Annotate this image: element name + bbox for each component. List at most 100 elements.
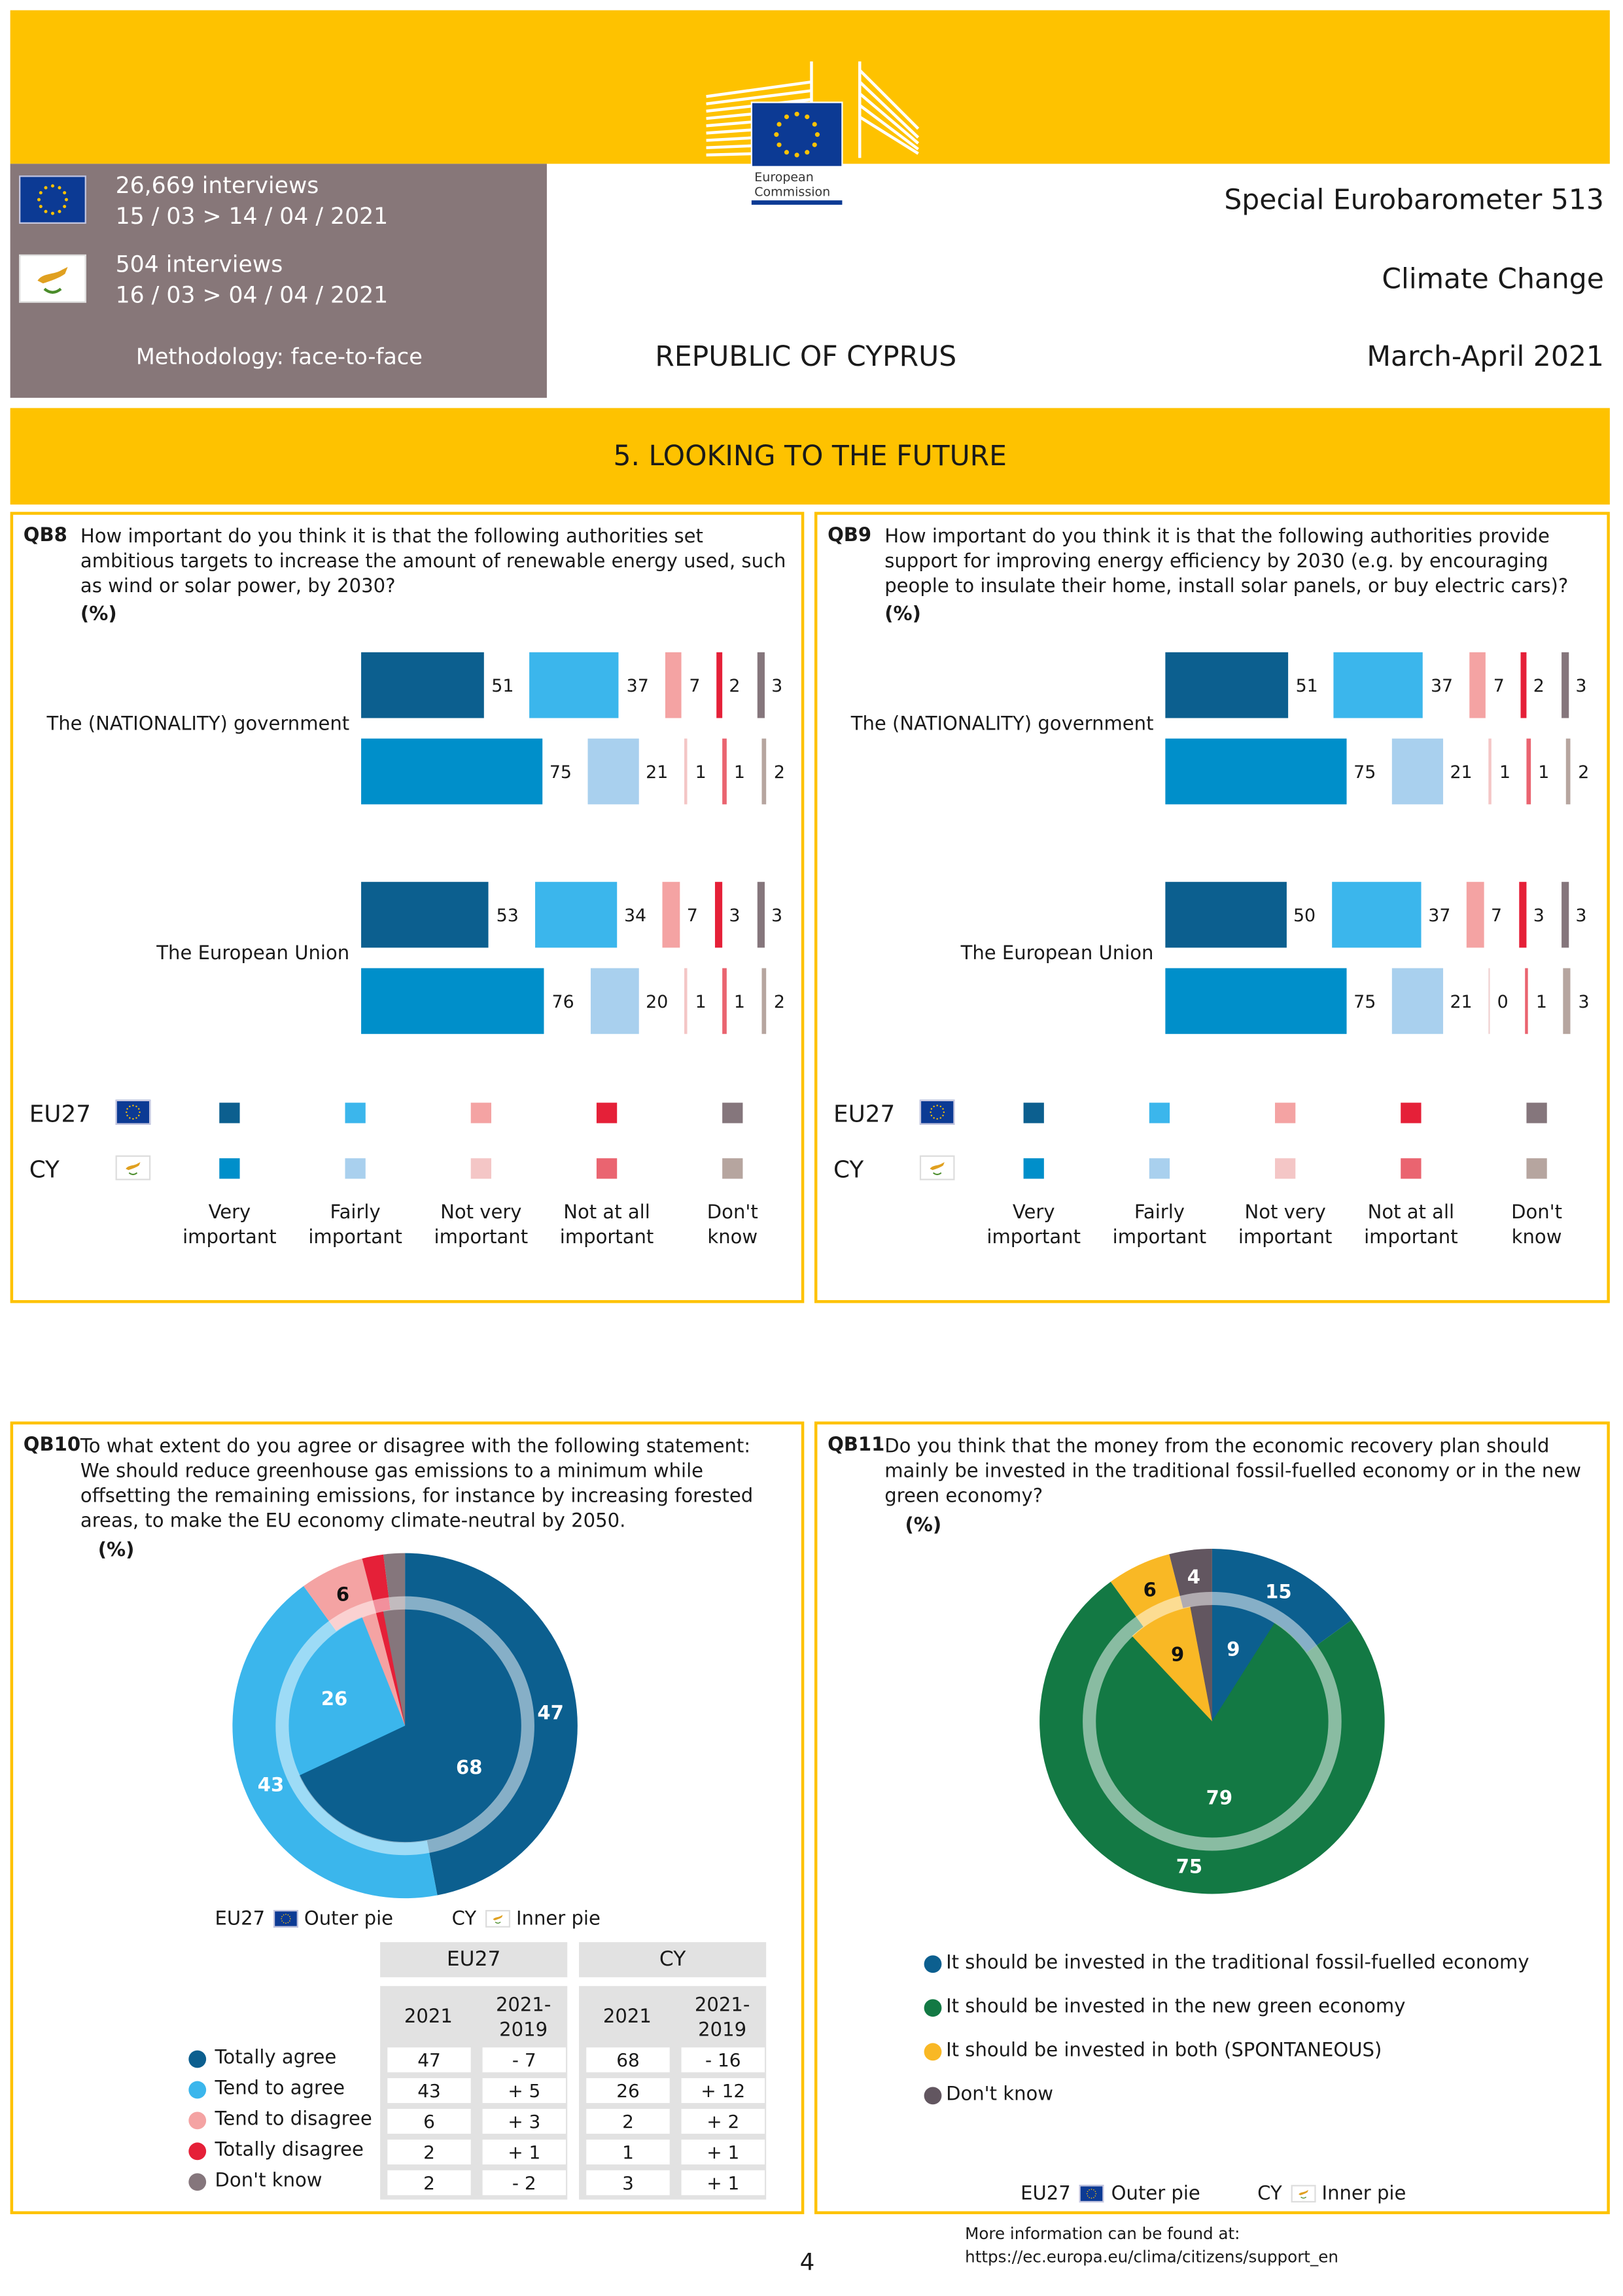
bar-very-important: [361, 738, 542, 805]
legend-item: Tend to agree: [188, 2078, 345, 2100]
legend-text-line: important: [434, 1227, 529, 1249]
cyprus-map-icon: [126, 1162, 141, 1171]
bar-fairly-important: [1391, 968, 1443, 1034]
legend-label: It should be invested in the new green e…: [946, 1996, 1406, 2019]
bar-value: 2: [773, 761, 786, 782]
inner-pie-slice: [299, 1608, 522, 1843]
bar-row-eu27: 50 37 7 3 3: [1165, 881, 1594, 948]
question-id: QB9: [828, 525, 872, 547]
legend-swatch: [1401, 1103, 1422, 1123]
legend-text-line: important: [1112, 1227, 1207, 1249]
legend-category-label: Not very important: [1227, 1201, 1344, 1250]
olive-branch-icon: [128, 1172, 138, 1175]
star-icon: [39, 191, 43, 195]
table-cell: 2: [387, 2170, 471, 2195]
bar-value: 51: [1295, 675, 1318, 696]
legend-item: It should be invested in the new green e…: [924, 1996, 1406, 2019]
country-title: REPUBLIC OF CYPRUS: [655, 340, 957, 373]
bar-value: 3: [1575, 904, 1587, 925]
group-label: The (NATIONALITY) government: [46, 713, 350, 736]
table-cell: + 3: [482, 2109, 566, 2134]
bar-don-t-know: [1565, 738, 1571, 805]
star-icon: [774, 132, 779, 137]
bar-not-very-important: [665, 652, 682, 718]
bar-very-important: [361, 881, 489, 948]
bar-value: 3: [771, 904, 783, 925]
bar-value: 37: [1430, 675, 1454, 696]
inner-pie-slice: [1190, 1604, 1212, 1722]
pie-legend-eu: EU27: [1021, 2183, 1071, 2206]
table-subheader: 2021- 2019: [495, 1994, 551, 2042]
bar-value: 1: [1499, 761, 1511, 782]
star-icon: [942, 1114, 944, 1117]
bar-row-cy: 75 21 1 1 2: [1165, 738, 1597, 805]
inner-pie-label: 26: [321, 1687, 347, 1710]
survey-title: Special Eurobarometer 513: [1224, 184, 1604, 217]
table-cell: + 12: [681, 2078, 765, 2104]
bar-value: 1: [733, 991, 745, 1012]
cy-interviews: 504 interviews: [115, 251, 283, 278]
star-icon: [933, 1117, 935, 1119]
eu-flag-icon: [115, 1099, 151, 1125]
legend-text-line: important: [183, 1227, 277, 1249]
star-icon: [289, 1920, 290, 1922]
bar-very-important: [1165, 881, 1286, 948]
star-icon: [139, 1111, 141, 1114]
question-text: To what extent do you agree or disagree …: [80, 1436, 754, 1533]
bar-value: 2: [1578, 761, 1590, 782]
star-icon: [936, 1118, 938, 1120]
legend-text-line: Very: [208, 1202, 251, 1224]
eu-flag-icon: [273, 1910, 298, 1928]
legend-text-line: Don't: [1511, 1202, 1563, 1224]
star-icon: [1089, 2197, 1090, 2199]
cy-flag-icon: [19, 254, 86, 303]
legend-label: Tend to disagree: [215, 2109, 372, 2131]
bar-not-at-all-important: [1525, 968, 1529, 1034]
legend-category-label: Fairly important: [297, 1201, 414, 1250]
legend-swatch: [345, 1158, 366, 1179]
legend-series-label: CY: [833, 1155, 864, 1184]
bar-very-important: [1165, 738, 1346, 805]
inner-pie-label: 9: [1227, 1638, 1240, 1660]
pie-legend-eu-desc: Outer pie: [304, 1908, 394, 1931]
legend-label: It should be invested in both (SPONTANEO…: [946, 2040, 1382, 2062]
star-icon: [1094, 2191, 1096, 2193]
bar-not-at-all-important: [714, 881, 722, 948]
table-cell: - 16: [681, 2047, 765, 2073]
star-icon: [132, 1104, 134, 1106]
legend-category-label: Not at all important: [1352, 1201, 1469, 1250]
cy-flag-icon: [1291, 2185, 1316, 2203]
legend-swatch: [1401, 1158, 1422, 1179]
legend-text-line: Fairly: [1134, 1202, 1185, 1224]
pie-legend-cy: CY: [1257, 2183, 1282, 2206]
star-icon: [812, 142, 817, 147]
star-icon: [1086, 2193, 1088, 2195]
star-icon: [135, 1105, 137, 1108]
period: March-April 2021: [1367, 340, 1604, 373]
star-icon: [37, 198, 41, 202]
unit-label: (%): [884, 604, 921, 626]
bar-fairly-important: [534, 881, 617, 948]
star-icon: [777, 142, 782, 147]
bar-value: 75: [1353, 991, 1376, 1012]
more-info-link[interactable]: https://ec.europa.eu/clima/citizens/supp…: [965, 2248, 1338, 2267]
star-icon: [285, 1922, 287, 1924]
star-icon: [287, 1922, 289, 1924]
star-icon: [794, 111, 799, 116]
question-text: How important do you think it is that th…: [80, 526, 786, 599]
bar-value: 0: [1497, 991, 1509, 1012]
star-icon: [1089, 2189, 1090, 2191]
pie-legend-eu: EU27: [215, 1908, 266, 1931]
bar-value: 2: [1533, 675, 1544, 696]
legend-item: Don't know: [188, 2170, 323, 2192]
outer-pie-label: 6: [336, 1583, 349, 1605]
legend-text-line: Don't: [707, 1202, 758, 1224]
star-icon: [137, 1114, 140, 1117]
star-icon: [933, 1105, 935, 1108]
legend-dot: [924, 2086, 942, 2104]
star-icon: [283, 1922, 285, 1924]
bar-value: 21: [1450, 761, 1473, 782]
bar-not-at-all-important: [723, 738, 727, 805]
legend-swatch: [596, 1158, 618, 1179]
star-icon: [930, 1111, 932, 1114]
